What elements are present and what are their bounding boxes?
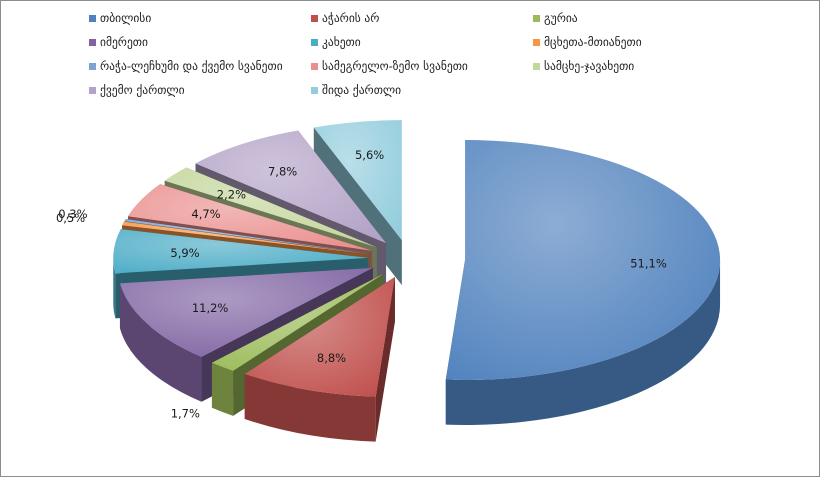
legend-swatch — [89, 86, 96, 94]
pie-slice-side — [113, 257, 116, 319]
pie-slice — [127, 184, 373, 251]
legend-swatch — [533, 14, 540, 22]
legend-swatch — [311, 14, 318, 22]
legend-item: თბილისი — [89, 11, 151, 25]
data-label: 4,7% — [191, 207, 220, 221]
data-label: 0,5% — [56, 211, 85, 225]
legend-label: იმერეთი — [100, 35, 148, 49]
pie-slice — [124, 219, 370, 254]
data-label: 8,8% — [317, 351, 346, 365]
legend-item: შიდა ქართლი — [311, 83, 401, 97]
legend-swatch — [533, 38, 540, 46]
pie-slice — [122, 221, 370, 255]
pie-slice — [164, 167, 377, 248]
legend-label: რაჭა-ლეჩხუმი და ქვემო სვანეთი — [100, 59, 283, 73]
legend-item: გურია — [533, 11, 578, 25]
legend-label: თბილისი — [100, 11, 152, 25]
legend-label: სამეგრელო-ზემო სვანეთი — [322, 59, 468, 73]
legend-swatch — [89, 62, 96, 70]
pie-slice — [313, 120, 402, 241]
pie-slice — [113, 229, 369, 274]
pie-slice — [119, 267, 373, 357]
pie-slice-side — [244, 374, 376, 442]
legend-label: გურია — [544, 11, 578, 25]
pie-slice — [445, 139, 721, 380]
legend-item: იმერეთი — [89, 35, 148, 49]
legend-item: ქვემო ქართლი — [89, 83, 185, 97]
legend-swatch — [89, 14, 96, 22]
legend-swatch — [89, 38, 96, 46]
legend-item: მცხეთა-მთიანეთი — [533, 35, 642, 49]
legend-swatch — [533, 62, 540, 70]
legend-label: კახეთი — [322, 35, 361, 49]
legend-swatch — [311, 62, 318, 70]
pie-slice-side — [211, 362, 234, 416]
legend-label: სამცხე-ჯავახეთი — [544, 59, 635, 73]
pie-slice-side — [119, 283, 202, 402]
data-label: 0,3% — [58, 207, 87, 221]
legend-label: შიდა ქართლი — [322, 83, 402, 97]
legend-label: ქვემო ქართლი — [100, 83, 185, 97]
legend-swatch — [311, 38, 318, 46]
legend-item: სამეგრელო-ზემო სვანეთი — [311, 59, 468, 73]
pie-slice — [195, 130, 387, 244]
legend-item: აჭარის არ — [311, 11, 379, 25]
data-label: 51,1% — [630, 256, 667, 270]
data-label: 1,7% — [171, 407, 200, 421]
legend-item: სამცხე-ჯავახეთი — [533, 59, 634, 73]
data-label: 5,6% — [355, 148, 384, 162]
pie-slice — [211, 273, 384, 371]
legend-swatch — [311, 86, 318, 94]
data-label: 7,8% — [268, 165, 297, 179]
data-label: 5,9% — [170, 246, 199, 260]
legend-item: კახეთი — [311, 35, 361, 49]
data-label: 2,2% — [217, 187, 246, 201]
legend-label: აჭარის არ — [322, 11, 380, 25]
pie-slice — [244, 277, 395, 397]
legend-item: რაჭა-ლეჩხუმი და ქვემო სვანეთი — [89, 59, 283, 73]
legend-label: მცხეთა-მთიანეთი — [544, 35, 642, 49]
data-label: 11,2% — [192, 301, 229, 315]
pie-slice-side — [445, 259, 721, 425]
